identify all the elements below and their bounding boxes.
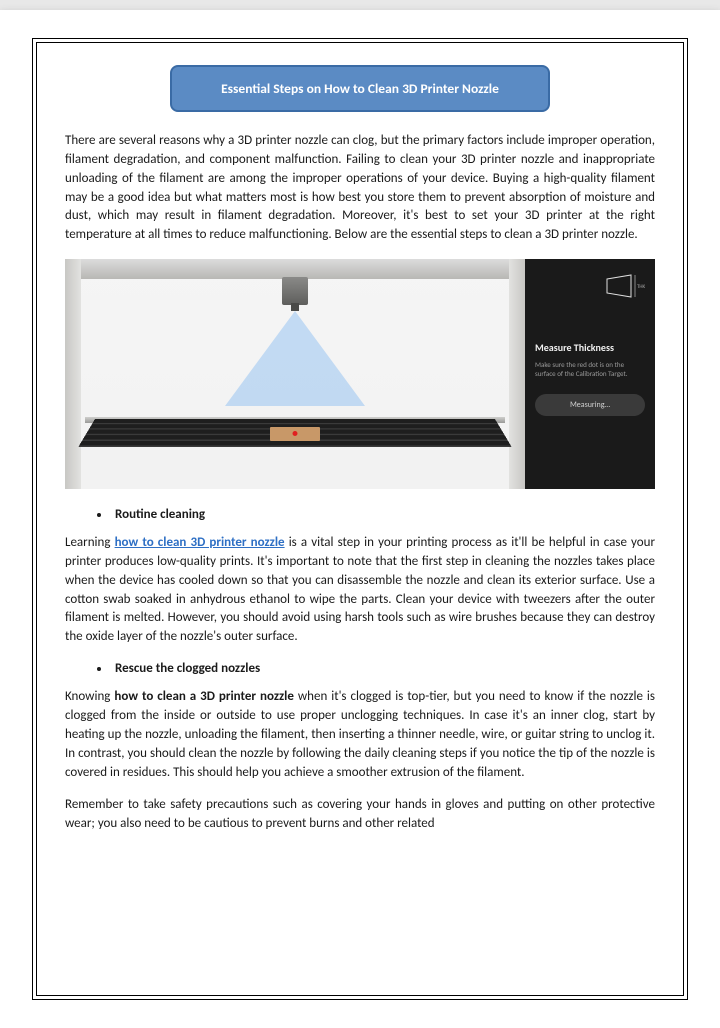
thickness-icon: THK: [605, 271, 645, 301]
closing-paragraph: Remember to take safety precautions such…: [65, 796, 655, 834]
panel-title: Measure Thickness: [535, 341, 645, 354]
s2-pre: Knowing: [65, 689, 114, 704]
frame-top: [65, 259, 525, 279]
measuring-button[interactable]: Measuring…: [535, 394, 645, 416]
intro-paragraph: There are several reasons why a 3D print…: [65, 132, 655, 245]
outer-border: Essential Steps on How to Clean 3D Print…: [32, 38, 688, 1000]
document-page: Essential Steps on How to Clean 3D Print…: [0, 10, 720, 1028]
frame-left: [65, 259, 81, 489]
scan-beam: [225, 311, 365, 406]
thk-label: THK: [637, 284, 645, 290]
printer-figure: THK Measure Thickness Make sure the red …: [65, 259, 655, 489]
s1-post: is a vital step in your printing process…: [65, 535, 655, 644]
bullet-rescue-clogged: Rescue the clogged nozzles: [111, 661, 655, 676]
inner-border: Essential Steps on How to Clean 3D Print…: [36, 42, 684, 996]
panel-subtitle: Make sure the red dot is on the surface …: [535, 360, 645, 378]
s2-bold: how to clean a 3D printer nozzle: [114, 689, 294, 704]
title-text: Essential Steps on How to Clean 3D Print…: [221, 80, 499, 97]
printer-render: [65, 259, 525, 489]
clean-nozzle-link[interactable]: how to clean 3D printer nozzle: [115, 535, 285, 550]
bullet-list-1: Routine cleaning: [65, 507, 655, 522]
section2-paragraph: Knowing how to clean a 3D printer nozzle…: [65, 688, 655, 782]
frame-right: [509, 259, 525, 489]
bullet-list-2: Rescue the clogged nozzles: [65, 661, 655, 676]
title-banner: Essential Steps on How to Clean 3D Print…: [170, 65, 550, 112]
calibration-target: [270, 427, 320, 441]
bullet-routine-cleaning: Routine cleaning: [111, 507, 655, 522]
section1-paragraph: Learning how to clean 3D printer nozzle …: [65, 534, 655, 647]
extruder-head: [282, 277, 308, 305]
s1-pre: Learning: [65, 535, 115, 550]
device-panel: THK Measure Thickness Make sure the red …: [525, 259, 655, 489]
